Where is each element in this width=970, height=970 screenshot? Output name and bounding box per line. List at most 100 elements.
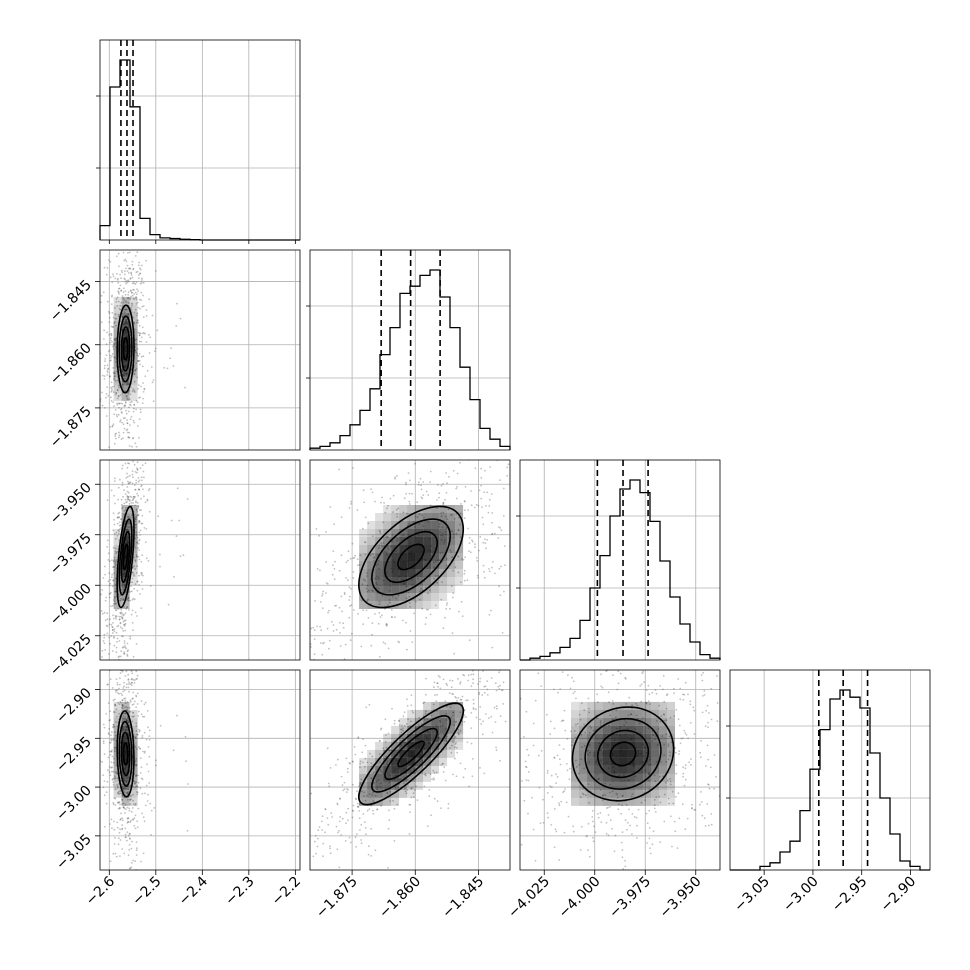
scatter-point — [491, 646, 494, 649]
scatter-point — [113, 372, 115, 375]
scatter-point — [139, 772, 142, 774]
density-cell — [399, 529, 408, 537]
scatter-point — [446, 518, 449, 520]
scatter-point — [175, 325, 178, 327]
density-cell — [587, 757, 595, 766]
scatter-point — [502, 808, 504, 810]
scatter-point — [340, 595, 343, 598]
scatter-point — [130, 415, 133, 418]
scatter-point — [264, 676, 266, 678]
scatter-point — [333, 567, 336, 570]
scatter-point — [434, 694, 436, 696]
scatter-point — [319, 569, 321, 572]
density-cell — [447, 545, 456, 553]
scatter-point — [716, 702, 719, 704]
scatter-point — [454, 757, 456, 760]
scatter-point — [137, 774, 139, 777]
scatter-point — [463, 579, 466, 582]
density-cell — [129, 569, 138, 577]
scatter-point — [132, 803, 135, 805]
scatter-point — [303, 902, 305, 904]
scatter-point — [621, 794, 624, 797]
scatter-point — [481, 694, 484, 696]
scatter-point — [339, 455, 341, 457]
scatter-point — [110, 623, 113, 626]
scatter-point — [117, 486, 120, 489]
density-cell — [651, 701, 659, 710]
scatter-point — [436, 693, 438, 696]
density-cell — [391, 537, 400, 545]
scatter-point — [115, 734, 117, 737]
scatter-point — [368, 793, 371, 796]
scatter-point — [423, 701, 426, 704]
scatter-point — [735, 710, 737, 712]
scatter-point — [350, 604, 353, 607]
scatter-point — [119, 304, 122, 307]
scatter-point — [710, 718, 713, 721]
scatter-point — [129, 819, 132, 822]
scatter-point — [110, 303, 113, 305]
scatter-point — [640, 801, 643, 804]
scatter-point — [620, 841, 623, 844]
scatter-point — [500, 667, 502, 669]
scatter-point — [370, 777, 373, 780]
density-cell — [667, 701, 675, 710]
scatter-point — [170, 347, 173, 350]
scatter-point — [136, 467, 138, 470]
scatter-point — [755, 731, 757, 733]
scatter-point — [579, 849, 582, 851]
scatter-point — [678, 817, 681, 820]
scatter-point — [116, 699, 118, 701]
scatter-point — [735, 714, 737, 716]
scatter-point — [126, 665, 128, 667]
scatter-point — [348, 762, 351, 764]
scatter-point — [113, 600, 116, 603]
scatter-point — [110, 750, 113, 753]
density-cell — [439, 585, 448, 593]
scatter-point — [136, 288, 138, 291]
scatter-point — [116, 785, 119, 788]
scatter-point — [132, 859, 135, 862]
density-cell — [439, 757, 448, 766]
scatter-point — [590, 402, 592, 404]
scatter-point — [144, 377, 146, 379]
scatter-point — [118, 406, 120, 409]
scatter-point — [337, 758, 339, 761]
scatter-point — [391, 616, 393, 618]
scatter-point — [467, 509, 469, 511]
scatter-point — [667, 634, 669, 636]
scatter-point — [380, 804, 382, 807]
scatter-point — [128, 251, 131, 254]
density-cell — [375, 749, 384, 758]
scatter-point — [452, 469, 455, 472]
scatter-point — [694, 809, 697, 811]
scatter-point — [133, 682, 136, 684]
scatter-point — [606, 807, 608, 809]
scatter-point — [136, 748, 138, 750]
scatter-point — [432, 777, 435, 779]
scatter-point — [682, 766, 684, 769]
scatter-point — [134, 737, 137, 739]
scatter-point — [449, 706, 452, 709]
scatter-point — [137, 481, 140, 483]
scatter-point — [480, 723, 483, 725]
scatter-point — [737, 744, 739, 746]
scatter-point — [324, 691, 326, 693]
scatter-point — [131, 704, 134, 706]
density-cell — [579, 709, 587, 718]
scatter-point — [566, 763, 568, 765]
scatter-point — [402, 782, 405, 785]
scatter-point — [518, 432, 520, 434]
scatter-point — [138, 261, 141, 264]
density-cell — [407, 561, 416, 569]
density-cell — [121, 336, 130, 345]
scatter-point — [316, 568, 319, 570]
scatter-point — [134, 746, 137, 748]
scatter-point — [407, 725, 410, 728]
scatter-point — [373, 557, 375, 559]
scatter-point — [484, 538, 486, 541]
scatter-point — [114, 321, 116, 323]
scatter-point — [113, 820, 115, 823]
scatter-point — [389, 790, 392, 793]
scatter-point — [561, 610, 563, 612]
